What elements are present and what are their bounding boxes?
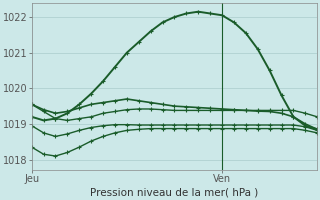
X-axis label: Pression niveau de la mer( hPa ): Pression niveau de la mer( hPa ) <box>90 187 259 197</box>
